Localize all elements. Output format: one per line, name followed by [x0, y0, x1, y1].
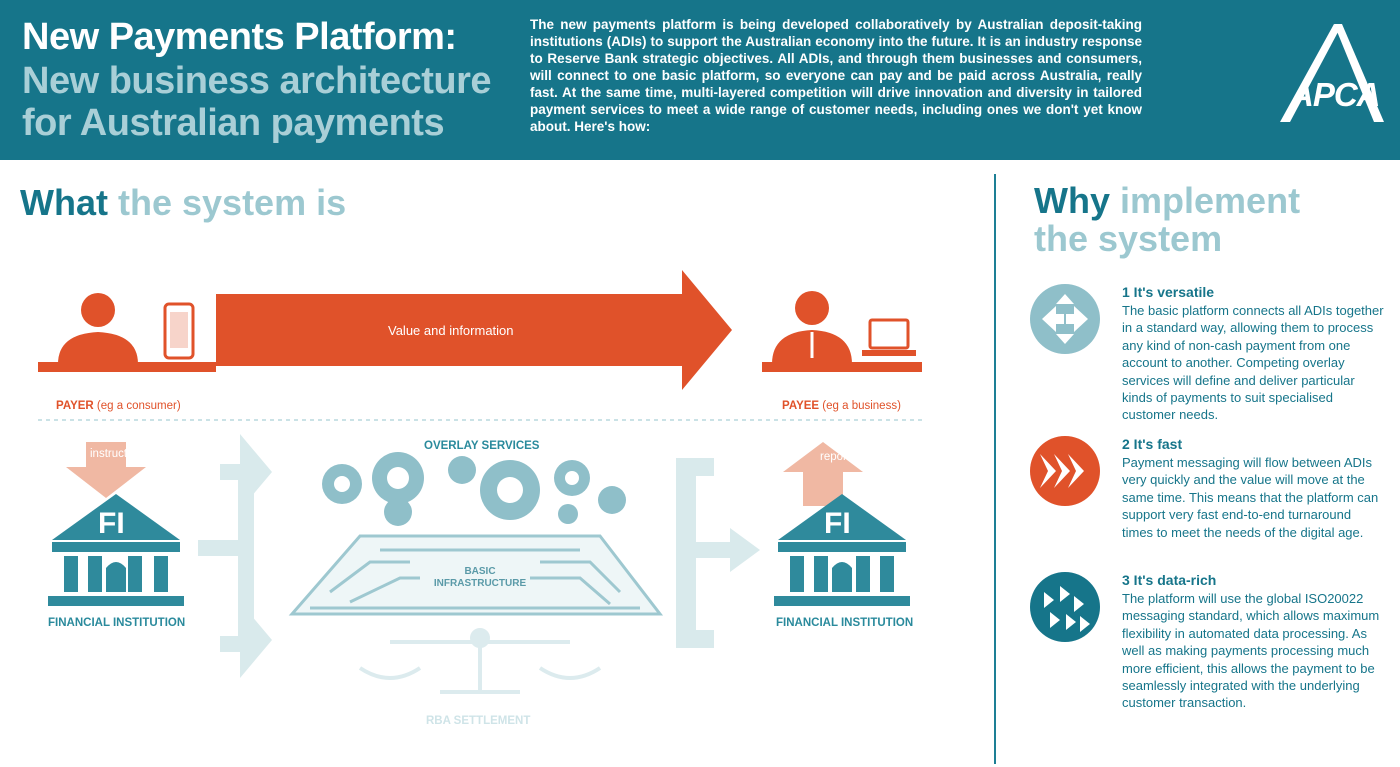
- payer-label-bold: PAYER: [56, 400, 94, 412]
- reports-label: reports: [820, 451, 856, 463]
- connector-right: [676, 458, 760, 648]
- apca-logo-icon: [1280, 24, 1384, 122]
- payee-person-icon: [762, 291, 922, 372]
- fi-caption-left: FINANCIAL INSTITUTION: [48, 617, 186, 629]
- arrows-converge-icon: [1030, 284, 1100, 354]
- reason-2-title: 2 It's fast: [1122, 436, 1183, 452]
- rba-settlement-label: RBA SETTLEMENT: [426, 715, 531, 727]
- fi-text-right: FI: [824, 507, 851, 540]
- why-heading-light-2: the system: [1034, 218, 1223, 259]
- infra-line-2: INFRASTRUCTURE: [433, 578, 527, 589]
- title-line-2: New business architecture: [22, 60, 492, 102]
- payer-label-rest: (eg a consumer): [96, 400, 181, 412]
- rba-scales-icon: [358, 628, 602, 694]
- section-divider: [994, 174, 996, 764]
- what-heading-light: the system is: [118, 182, 347, 223]
- why-heading-light-1: implement: [1120, 180, 1301, 221]
- fi-building-right-icon: [774, 494, 910, 606]
- reason-1-title: 1 It's versatile: [1122, 284, 1215, 300]
- infra-line-1: BASIC: [464, 566, 496, 577]
- data-arrows-icon: [1030, 572, 1100, 642]
- instructs-arrow: [66, 442, 146, 498]
- payer-label: PAYER (eg a consumer): [56, 400, 181, 412]
- title-line-1: New Payments Platform:: [22, 16, 457, 58]
- payee-label-rest: (eg a business): [822, 400, 901, 412]
- what-heading: What the system is: [20, 182, 346, 224]
- payment-flow-diagram: [38, 270, 925, 694]
- phone-icon: [163, 302, 195, 360]
- reason-2-text: Payment messaging will flow between ADIs…: [1122, 455, 1379, 540]
- why-heading-bold: Why: [1034, 180, 1110, 221]
- fi-caption-right: FINANCIAL INSTITUTION: [776, 617, 914, 629]
- logo-text: APCA: [1290, 76, 1381, 113]
- reason-1-text: The basic platform connects all ADIs tog…: [1122, 303, 1384, 423]
- what-heading-bold: What: [20, 182, 108, 223]
- payer-person-icon: [38, 293, 216, 372]
- title-subtitle: New business architecture for Australian…: [22, 60, 492, 144]
- reason-data-rich: 3 It's data-rich The platform will use t…: [1122, 572, 1384, 712]
- why-heading: Why implement the system: [1034, 182, 1334, 258]
- reason-3-text: The platform will use the global ISO2002…: [1122, 591, 1380, 711]
- laptop-icon: [862, 318, 916, 356]
- connector-left: [198, 434, 272, 678]
- overlay-gears-icon: [322, 452, 626, 526]
- fi-text-left: FI: [98, 507, 125, 540]
- fi-building-left-icon: [48, 494, 184, 606]
- payee-label-bold: PAYEE: [782, 400, 820, 412]
- fast-forward-icon: [1030, 436, 1100, 506]
- basic-infrastructure-label: BASIC INFRASTRUCTURE: [428, 566, 532, 590]
- overlay-services-label: OVERLAY SERVICES: [424, 440, 540, 452]
- title-line-3: for Australian payments: [22, 102, 445, 144]
- reports-arrow: [783, 442, 863, 506]
- instructs-label: instructs: [90, 448, 133, 460]
- basic-infrastructure-circuit-icon: [288, 534, 664, 616]
- reason-fast: 2 It's fast Payment messaging will flow …: [1122, 436, 1384, 541]
- value-arrow-label: Value and information: [388, 323, 514, 338]
- reason-3-title: 3 It's data-rich: [1122, 572, 1217, 588]
- payee-label: PAYEE (eg a business): [782, 400, 901, 412]
- intro-paragraph: The new payments platform is being devel…: [530, 17, 1142, 134]
- value-arrow: [216, 270, 732, 390]
- header-banner: New Payments Platform: New business arch…: [0, 0, 1400, 160]
- reason-versatile: 1 It's versatile The basic platform conn…: [1122, 284, 1384, 424]
